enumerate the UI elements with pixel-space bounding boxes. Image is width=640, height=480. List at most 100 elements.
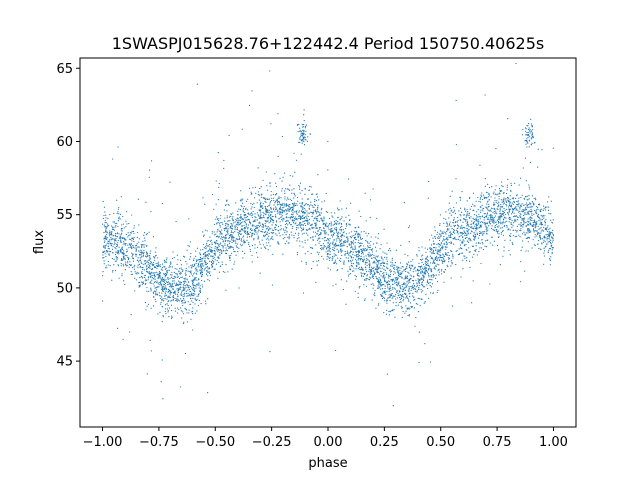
data-point (165, 287, 167, 289)
data-point (135, 253, 138, 256)
data-point (520, 225, 522, 228)
data-point (527, 211, 529, 213)
data-point (360, 238, 362, 240)
data-point (199, 287, 202, 290)
data-point (418, 275, 420, 277)
data-point (226, 250, 228, 252)
data-point (124, 238, 126, 240)
data-point (128, 247, 130, 249)
data-point (142, 244, 144, 246)
data-point (201, 274, 203, 276)
data-point (448, 241, 450, 244)
data-point (449, 235, 452, 237)
data-point (271, 284, 274, 286)
data-point (529, 216, 532, 218)
data-point (543, 252, 545, 254)
data-point (163, 283, 166, 286)
data-point (148, 176, 150, 178)
data-point (397, 269, 399, 271)
data-point (334, 212, 336, 214)
data-point (536, 212, 538, 215)
data-point (465, 220, 467, 222)
data-point (358, 262, 360, 264)
data-point (358, 251, 360, 253)
data-point (281, 209, 284, 211)
data-point (261, 204, 263, 207)
data-point (495, 185, 497, 187)
data-point (361, 237, 364, 240)
data-point (527, 232, 529, 234)
data-point (198, 293, 200, 295)
data-point (322, 223, 324, 226)
data-point (438, 244, 440, 246)
data-point (225, 204, 227, 206)
data-point (364, 261, 367, 263)
data-point (357, 258, 360, 260)
data-point (486, 227, 488, 229)
data-point (106, 232, 108, 234)
data-point (232, 246, 234, 248)
data-point (266, 205, 269, 208)
data-point (433, 259, 435, 261)
data-point (173, 280, 175, 282)
data-point (461, 252, 464, 254)
data-point (383, 268, 385, 271)
data-point (440, 246, 443, 248)
data-point (328, 257, 330, 260)
data-point (509, 204, 511, 206)
data-point (116, 257, 119, 259)
data-point (299, 216, 301, 218)
data-point (420, 278, 422, 280)
data-point (248, 104, 251, 106)
data-point (476, 228, 478, 230)
data-point (446, 264, 448, 267)
data-point (492, 244, 494, 246)
data-point (329, 243, 331, 245)
data-point (130, 271, 132, 273)
data-point (543, 247, 545, 249)
data-point (209, 271, 211, 273)
data-point (195, 299, 198, 302)
data-point (287, 208, 289, 210)
data-point (539, 218, 541, 220)
data-point (403, 278, 405, 280)
data-point (552, 241, 554, 243)
data-point (354, 236, 357, 238)
data-point (186, 295, 188, 297)
data-point (170, 284, 172, 286)
data-point (256, 246, 259, 248)
data-point (149, 261, 152, 263)
data-point (151, 268, 153, 270)
data-point (123, 242, 125, 244)
data-point (299, 240, 301, 242)
data-point (552, 247, 554, 249)
data-point (303, 220, 305, 222)
data-point (194, 299, 197, 301)
data-point (394, 316, 396, 318)
data-point (159, 281, 162, 283)
data-point (183, 292, 186, 294)
data-point (380, 264, 382, 267)
data-point (456, 250, 458, 252)
data-point (204, 254, 207, 256)
data-point (352, 257, 354, 259)
data-point (386, 302, 388, 304)
data-point (400, 294, 402, 296)
data-point (141, 262, 143, 265)
data-point (107, 247, 109, 249)
data-point (176, 273, 178, 275)
data-point (376, 267, 378, 269)
data-point (345, 222, 347, 225)
data-point (463, 218, 465, 220)
data-point (522, 210, 524, 213)
data-point (253, 206, 255, 209)
data-point (108, 233, 110, 235)
data-point (304, 253, 306, 255)
data-point (199, 265, 201, 268)
data-point (145, 270, 148, 272)
data-point (182, 269, 184, 271)
data-point (345, 257, 347, 259)
data-point (476, 220, 478, 222)
data-point (211, 193, 214, 196)
data-point (362, 253, 364, 255)
